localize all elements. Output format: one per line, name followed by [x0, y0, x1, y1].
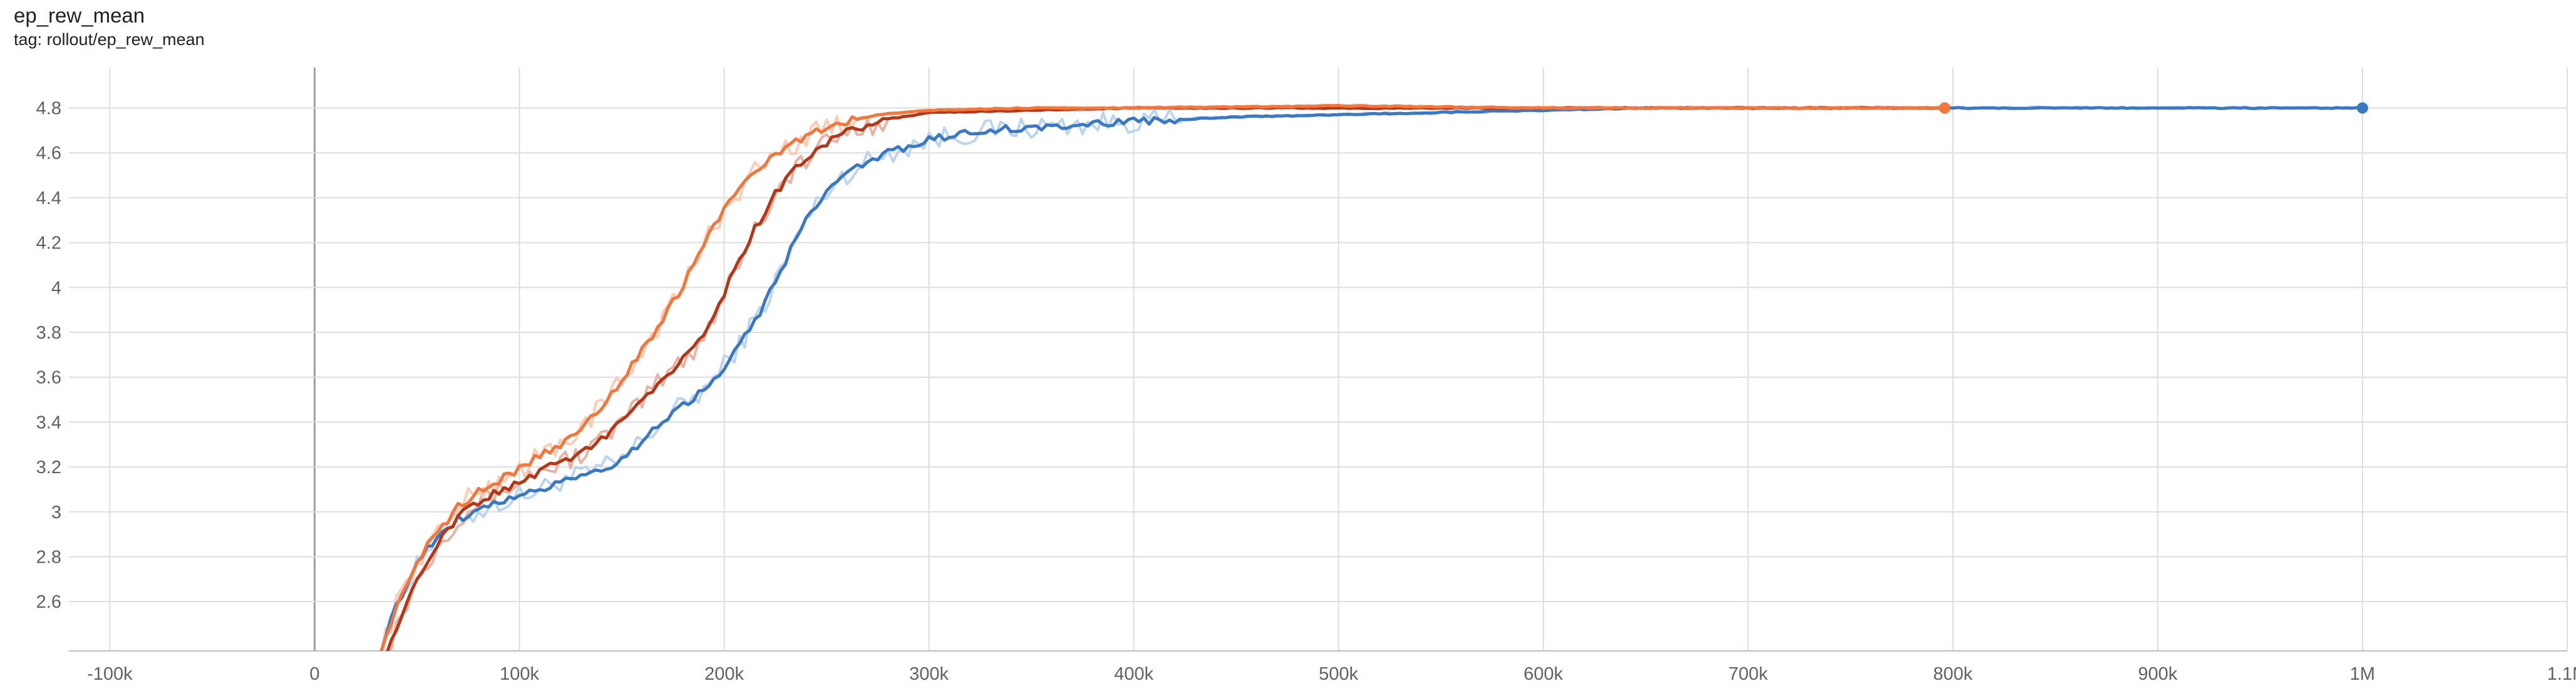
x-tick-label: -100k — [87, 664, 133, 684]
x-tick-label: 100k — [500, 664, 539, 684]
y-tick-label: 4.4 — [36, 188, 61, 208]
series-end-marker-0[interactable] — [2356, 102, 2368, 114]
x-tick-label: 400k — [1114, 664, 1153, 684]
series-end-markers — [1939, 102, 2368, 114]
chart-tag-subtitle: tag: rollout/ep_rew_mean — [14, 30, 205, 49]
raw-series-line-2 — [380, 103, 1945, 651]
grid-lines — [69, 68, 2568, 652]
x-tick-label: 1.1M — [2547, 664, 2576, 684]
y-tick-label: 3.6 — [36, 368, 61, 388]
x-axis-ticks: -100k 0 100k 200k 300k 400k 500k 600k 700k 800k 90… — [87, 664, 2576, 684]
y-tick-label: 4 — [51, 278, 61, 298]
x-tick-label: 500k — [1319, 664, 1358, 684]
y-tick-label: 2.8 — [36, 547, 61, 567]
series-line-0[interactable] — [379, 106, 2363, 655]
raw-series-line-0 — [381, 105, 2363, 651]
y-tick-label: 3.8 — [36, 323, 61, 343]
y-tick-label: 3 — [51, 503, 61, 523]
x-tick-label: 600k — [1523, 664, 1563, 684]
x-tick-label: 200k — [704, 664, 744, 684]
series-line-2[interactable] — [379, 104, 1945, 655]
series-end-marker-2[interactable] — [1939, 102, 1950, 114]
smoothed-series-layer[interactable] — [379, 104, 2363, 655]
x-tick-label: 900k — [2138, 664, 2177, 684]
y-tick-label: 3.2 — [36, 458, 61, 478]
raw-series-layer — [380, 103, 2363, 651]
y-tick-label: 4.2 — [36, 233, 61, 253]
x-tick-label: 300k — [909, 664, 949, 684]
x-tick-label: 1M — [2350, 664, 2375, 684]
y-tick-label: 2.6 — [36, 592, 61, 612]
x-tick-label: 700k — [1728, 664, 1768, 684]
y-tick-label: 3.4 — [36, 412, 61, 432]
y-tick-label: 4.8 — [36, 99, 61, 119]
x-tick-label: 0 — [309, 664, 319, 684]
chart-title: ep_rew_mean — [14, 4, 145, 27]
x-tick-label: 800k — [1933, 664, 1972, 684]
y-tick-label: 4.6 — [36, 143, 61, 163]
y-axis-ticks: 2.6 2.8 3 3.2 3.4 3.6 3.8 4 4.2 4.4 4.6 4.8 — [36, 99, 61, 613]
